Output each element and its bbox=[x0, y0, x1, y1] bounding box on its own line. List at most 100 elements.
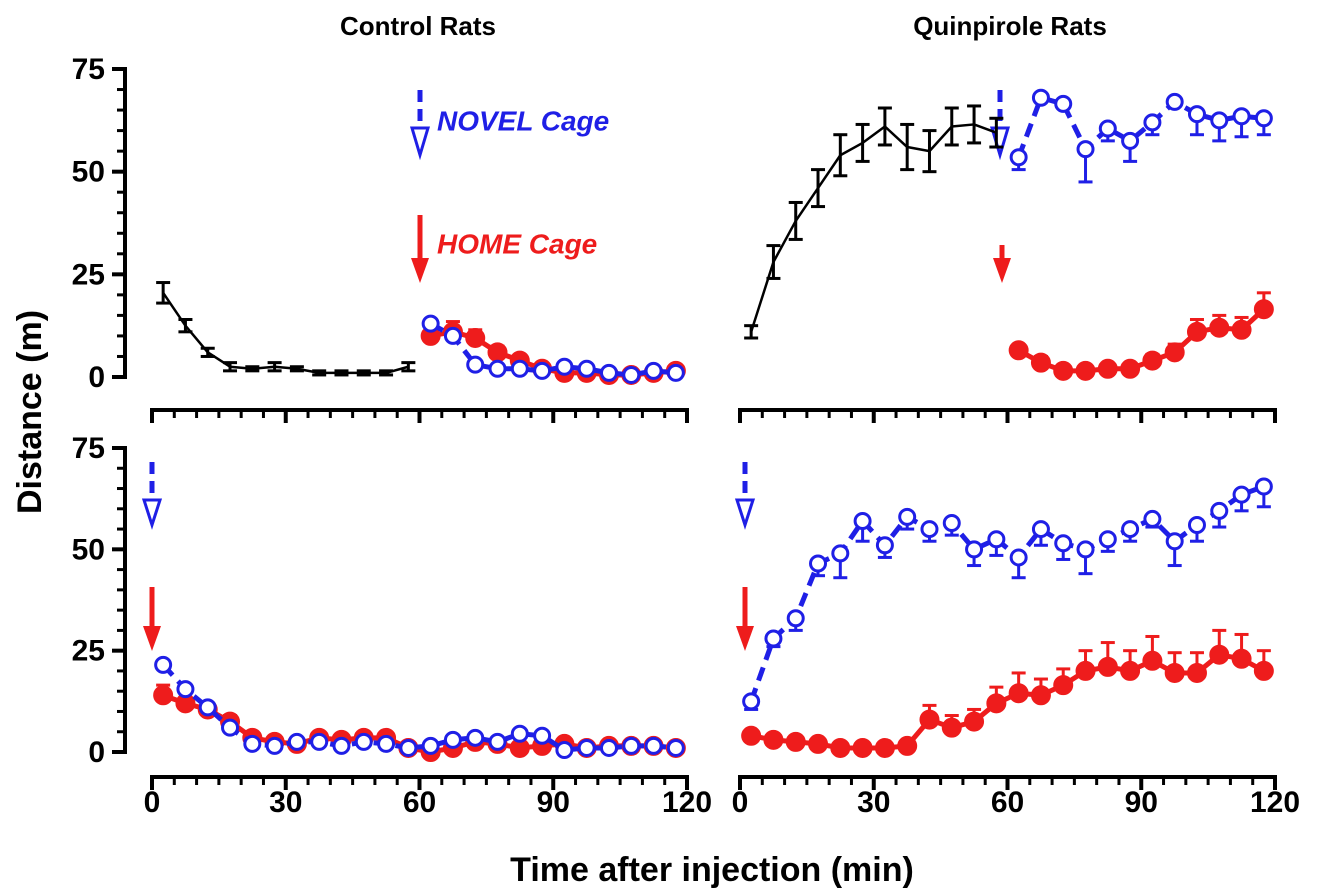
marker bbox=[809, 554, 828, 573]
marker bbox=[243, 734, 262, 753]
marker bbox=[555, 357, 574, 376]
marker bbox=[1097, 358, 1118, 379]
marker bbox=[1165, 532, 1184, 551]
marker bbox=[786, 609, 805, 628]
marker bbox=[555, 740, 574, 759]
marker bbox=[1210, 501, 1229, 520]
marker bbox=[875, 536, 894, 555]
marker bbox=[1008, 340, 1029, 361]
error-bar bbox=[922, 129, 937, 174]
arrowhead bbox=[409, 126, 431, 161]
marker bbox=[965, 540, 984, 559]
error-bar bbox=[334, 369, 349, 377]
marker bbox=[1054, 534, 1073, 553]
marker bbox=[1031, 520, 1050, 539]
marker bbox=[1232, 485, 1251, 504]
marker bbox=[153, 685, 174, 706]
series-line bbox=[750, 652, 1266, 751]
marker bbox=[808, 733, 829, 754]
marker bbox=[466, 355, 485, 374]
marker bbox=[1120, 660, 1141, 681]
marker bbox=[533, 726, 552, 745]
marker bbox=[622, 365, 641, 384]
marker bbox=[1143, 509, 1162, 528]
marker bbox=[1253, 299, 1274, 320]
error-bar bbox=[855, 122, 870, 163]
arrowhead bbox=[736, 626, 754, 651]
marker bbox=[1164, 662, 1185, 683]
marker bbox=[1008, 683, 1029, 704]
y-tick-label: 50 bbox=[72, 156, 105, 189]
marker bbox=[666, 738, 685, 757]
x-tick-label: 90 bbox=[1125, 786, 1158, 819]
error-bar bbox=[267, 361, 282, 373]
marker bbox=[1209, 317, 1230, 338]
marker bbox=[1098, 530, 1117, 549]
marker bbox=[1186, 662, 1207, 683]
marker bbox=[742, 692, 761, 711]
marker bbox=[1254, 477, 1273, 496]
marker bbox=[1030, 352, 1051, 373]
marker bbox=[874, 737, 895, 758]
marker bbox=[443, 730, 462, 749]
marker bbox=[310, 732, 329, 751]
marker bbox=[666, 363, 685, 382]
marker bbox=[741, 725, 762, 746]
arrowhead bbox=[141, 498, 163, 530]
marker bbox=[354, 732, 373, 751]
y-tick-label: 25 bbox=[72, 258, 105, 291]
marker bbox=[1142, 650, 1163, 671]
x-tick-label: 30 bbox=[269, 786, 302, 819]
marker bbox=[987, 530, 1006, 549]
marker bbox=[1097, 656, 1118, 677]
error-bar bbox=[811, 168, 826, 209]
marker bbox=[764, 629, 783, 648]
marker bbox=[443, 326, 462, 345]
marker bbox=[377, 734, 396, 753]
y-tick-label: 75 bbox=[72, 432, 105, 465]
error-bar bbox=[967, 104, 982, 145]
marker bbox=[1075, 360, 1096, 381]
marker bbox=[1121, 520, 1140, 539]
error-bar bbox=[356, 369, 371, 377]
marker bbox=[1142, 350, 1163, 371]
error-bar bbox=[178, 318, 193, 334]
marker bbox=[487, 342, 508, 363]
y-axis-label: Distance (m) bbox=[11, 310, 49, 514]
error-bar bbox=[989, 116, 1004, 149]
marker bbox=[920, 520, 939, 539]
marker bbox=[176, 680, 195, 699]
marker bbox=[154, 655, 173, 674]
error-bar bbox=[289, 365, 304, 373]
x-tick-label: 0 bbox=[144, 786, 161, 819]
marker bbox=[577, 359, 596, 378]
marker bbox=[488, 732, 507, 751]
marker bbox=[644, 361, 663, 380]
marker bbox=[831, 544, 850, 563]
error-bar bbox=[156, 281, 171, 305]
marker bbox=[488, 359, 507, 378]
marker bbox=[599, 363, 618, 382]
arrowhead bbox=[411, 258, 429, 283]
marker bbox=[1030, 685, 1051, 706]
marker bbox=[1210, 111, 1229, 130]
error-bar bbox=[245, 365, 260, 373]
error-bar bbox=[833, 133, 848, 178]
annotation: NOVEL Cage bbox=[437, 105, 609, 136]
marker bbox=[622, 736, 641, 755]
marker bbox=[1186, 321, 1207, 342]
marker bbox=[421, 314, 440, 333]
marker bbox=[1031, 88, 1050, 107]
marker bbox=[1231, 319, 1252, 340]
marker bbox=[1187, 105, 1206, 124]
marker bbox=[1120, 358, 1141, 379]
marker bbox=[287, 732, 306, 751]
marker bbox=[510, 724, 529, 743]
series-line bbox=[749, 123, 997, 333]
marker bbox=[1232, 107, 1251, 126]
arrowhead bbox=[734, 498, 756, 530]
arrows bbox=[141, 90, 1011, 651]
marker bbox=[763, 729, 784, 750]
x-tick-label: 120 bbox=[1250, 786, 1300, 819]
